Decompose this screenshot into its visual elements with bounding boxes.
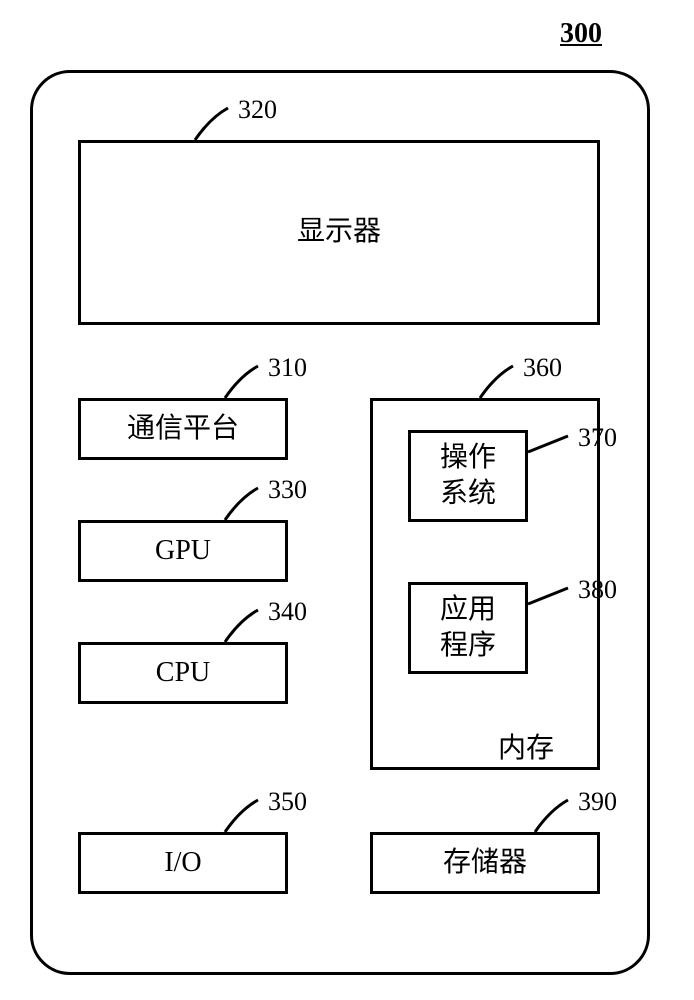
io-leader <box>219 794 264 838</box>
memory-ref: 360 <box>523 353 562 383</box>
gpu-leader <box>219 482 264 526</box>
cpu-ref: 340 <box>268 597 307 627</box>
io-block: I/O <box>78 832 288 894</box>
cpu-leader <box>219 604 264 648</box>
storage-ref: 390 <box>578 787 617 817</box>
io-label: I/O <box>164 845 201 881</box>
os-ref: 370 <box>578 423 617 453</box>
io-ref: 350 <box>268 787 307 817</box>
storage-leader <box>529 794 574 838</box>
os-label: 操作 系统 <box>440 440 496 513</box>
gpu-ref: 330 <box>268 475 307 505</box>
display-block: 显示器 <box>78 140 600 325</box>
app-ref: 380 <box>578 575 617 605</box>
cpu-label: CPU <box>156 655 210 691</box>
storage-block: 存储器 <box>370 832 600 894</box>
os-block: 操作 系统 <box>408 430 528 522</box>
display-leader <box>189 102 234 146</box>
storage-label: 存储器 <box>443 845 527 881</box>
app-leader <box>522 582 574 610</box>
cpu-block: CPU <box>78 642 288 704</box>
os-leader <box>522 430 574 458</box>
comm-platform-label: 通信平台 <box>127 411 239 447</box>
comm-platform-leader <box>219 360 264 404</box>
app-label: 应用 程序 <box>440 592 496 665</box>
app-block: 应用 程序 <box>408 582 528 674</box>
gpu-label: GPU <box>155 533 211 569</box>
comm-platform-block: 通信平台 <box>78 398 288 460</box>
gpu-block: GPU <box>78 520 288 582</box>
comm-platform-ref: 310 <box>268 353 307 383</box>
memory-leader <box>474 360 519 404</box>
display-label: 显示器 <box>297 214 381 250</box>
memory-label: 内存 <box>498 726 554 766</box>
diagram-title-ref: 300 <box>560 18 602 50</box>
display-ref: 320 <box>238 95 277 125</box>
